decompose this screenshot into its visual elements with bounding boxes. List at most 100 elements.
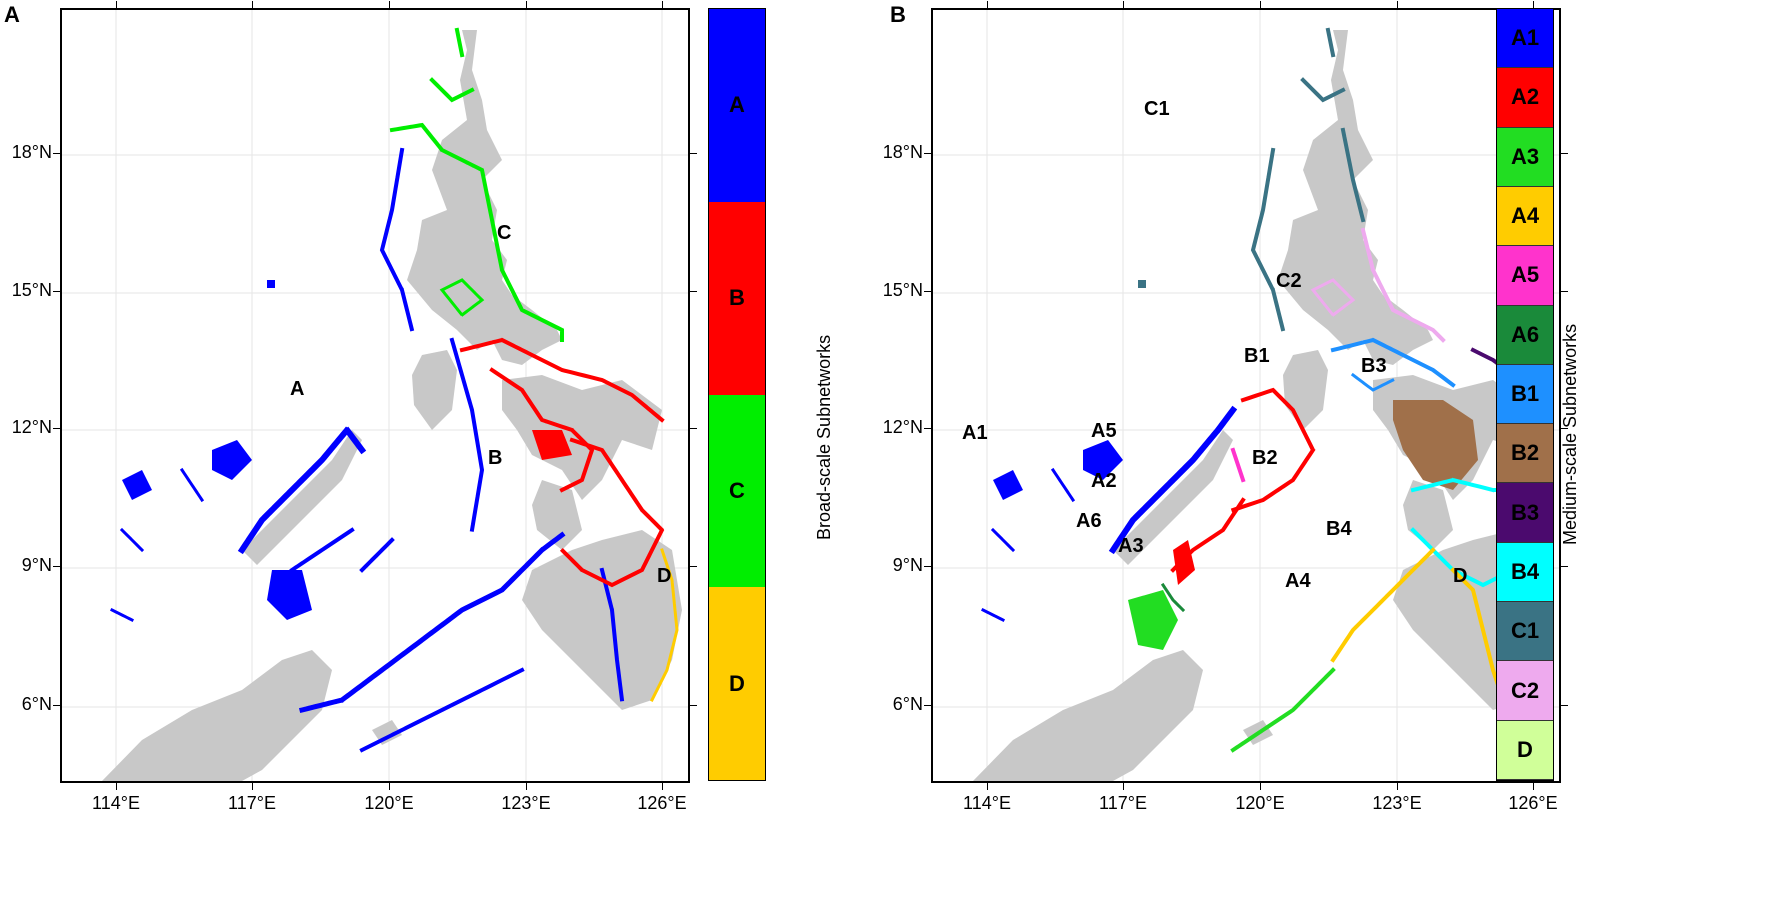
y-tick-label: 15°N <box>882 280 923 300</box>
subnetwork-patch <box>1393 400 1478 490</box>
legend-swatch-b1: B1 <box>1497 364 1553 425</box>
y-tick-mark <box>924 566 931 567</box>
panel-letter: A <box>4 2 20 27</box>
land-mass <box>102 650 332 781</box>
subnetwork-trace <box>389 27 564 342</box>
map-canvas <box>933 10 1559 781</box>
legend-swatch-b2: B2 <box>1497 424 1553 484</box>
x-tick-label: 126°E <box>1508 793 1558 813</box>
region-label-c1: C1 <box>1144 98 1170 120</box>
x-tick-label: 120°E <box>364 793 414 813</box>
legend-swatch-b4: B4 <box>1497 542 1553 603</box>
subnetwork-trace <box>1340 127 1366 223</box>
region-label-a4: A4 <box>1285 570 1311 592</box>
x-tick-mark <box>252 783 253 790</box>
land-mass <box>372 720 402 745</box>
y-tick-mark <box>1561 428 1568 429</box>
x-tick-label: 114°E <box>963 793 1011 813</box>
x-tick-mark <box>116 783 117 790</box>
subnetwork-trace <box>237 425 367 555</box>
subnetwork-trace <box>1230 387 1316 513</box>
x-tick-mark <box>1397 1 1398 8</box>
region-label-d: D <box>1453 565 1468 587</box>
subnetwork-trace <box>449 337 485 533</box>
x-tick-label: 123°E <box>1372 793 1422 813</box>
panel-b: B A1 A2 A3 A4 A5 A6 B1 B2 B3 B4 C1 C2 D Medium-scale… <box>883 0 1772 917</box>
region-label-b: B <box>488 447 503 469</box>
panel-letter: B <box>890 2 906 27</box>
subnetwork-trace <box>1310 278 1356 318</box>
x-tick-mark <box>116 1 117 8</box>
y-tick-mark <box>1561 705 1568 706</box>
subnetwork-trace <box>1360 227 1446 343</box>
legend-swatch-c2: C2 <box>1497 661 1553 721</box>
y-tick-mark <box>53 428 60 429</box>
x-tick-mark <box>252 1 253 8</box>
legend-swatch-c: C <box>709 394 765 588</box>
subnetwork-trace <box>980 467 1076 623</box>
x-tick-mark <box>987 1 988 8</box>
subnetwork-patch <box>532 430 572 460</box>
subnetwork-trace <box>439 278 485 318</box>
y-tick-label: 6°N <box>21 694 52 714</box>
region-label-c: C <box>497 222 512 244</box>
x-tick-mark <box>526 1 527 8</box>
subnetwork-trace <box>1160 582 1186 613</box>
x-tick-mark <box>987 783 988 790</box>
x-tick-label: 117°E <box>1099 793 1147 813</box>
x-tick-mark <box>662 783 663 790</box>
y-tick-mark <box>1561 153 1568 154</box>
subnetwork-trace <box>1230 667 1336 753</box>
subnetwork-trace <box>1250 27 1346 333</box>
subnetwork-trace <box>359 667 525 753</box>
land-mass <box>242 430 362 565</box>
map-frame <box>60 8 690 783</box>
y-tick-mark <box>53 705 60 706</box>
region-label-c2: C2 <box>1276 270 1302 292</box>
x-tick-mark <box>1260 783 1261 790</box>
x-tick-mark <box>1533 1 1534 8</box>
legend-swatch-b: B <box>709 201 765 395</box>
region-label-b2: B2 <box>1252 447 1278 469</box>
x-tick-mark <box>1533 783 1534 790</box>
land-mass <box>1283 350 1328 430</box>
region-label-a3: A3 <box>1118 535 1144 557</box>
y-tick-label: 12°N <box>882 417 923 437</box>
subnetwork-patch <box>1173 540 1195 585</box>
y-tick-label: 18°N <box>11 142 52 162</box>
subnetwork-trace <box>1330 547 1436 663</box>
map-canvas <box>62 10 688 781</box>
land-mass <box>532 480 582 550</box>
region-label-a2: A2 <box>1091 470 1117 492</box>
legend-title: Broad-scale Subnetworks <box>814 334 834 540</box>
y-tick-label: 6°N <box>892 694 923 714</box>
subnetwork-trace <box>649 548 679 703</box>
subnetwork-trace <box>599 567 625 703</box>
region-label-b3: B3 <box>1361 355 1387 377</box>
subnetwork-trace <box>1330 337 1456 388</box>
subnetwork-trace <box>489 367 595 493</box>
legend-swatch-a: A <box>709 9 765 202</box>
land-mass <box>407 30 562 365</box>
x-tick-mark <box>389 1 390 8</box>
y-tick-label: 15°N <box>11 280 52 300</box>
land-mass <box>522 530 682 710</box>
legend-swatch-d: D <box>1497 720 1553 780</box>
y-tick-mark <box>690 153 697 154</box>
x-tick-mark <box>389 783 390 790</box>
legend-swatch-a3: A3 <box>1497 127 1553 187</box>
y-tick-label: 12°N <box>11 417 52 437</box>
legend-swatch-a5: A5 <box>1497 246 1553 306</box>
subnetwork-patch <box>212 440 252 480</box>
subnetwork-patch <box>1128 590 1178 650</box>
subnetwork-trace <box>1230 447 1246 483</box>
y-tick-mark <box>53 153 60 154</box>
region-label-b1: B1 <box>1244 345 1270 367</box>
y-tick-mark <box>690 705 697 706</box>
legend-swatch-a6: A6 <box>1497 305 1553 365</box>
land-mass <box>973 650 1203 781</box>
region-label-b4: B4 <box>1326 518 1352 540</box>
y-tick-mark <box>53 291 60 292</box>
x-tick-label: 114°E <box>92 793 140 813</box>
